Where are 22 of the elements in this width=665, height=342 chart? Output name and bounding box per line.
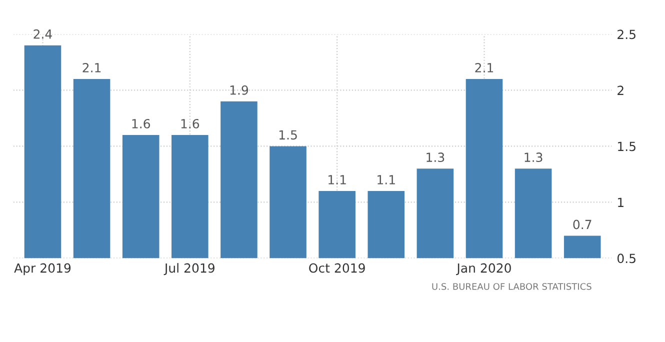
y-tick-label: 2 — [618, 86, 624, 95]
y-tick-label: 0.5 — [617, 254, 636, 264]
data-label: 1.3 — [524, 152, 542, 162]
data-label: 1.6 — [132, 118, 150, 128]
data-label: 1.1 — [328, 175, 346, 184]
data-label: 1.1 — [378, 175, 395, 184]
x-tick-label: Jul 2019 — [164, 263, 214, 276]
data-label: 2.4 — [34, 29, 52, 39]
data-label: 2.1 — [475, 62, 494, 72]
text: U.S. BUREAU OF LABOR STATISTICS — [432, 283, 592, 290]
data-label: 1.3 — [426, 152, 444, 162]
y-tick-label: 1.5 — [618, 142, 636, 152]
y-tick-label: 2.5 — [618, 30, 636, 40]
data-label: 1.9 — [230, 85, 248, 95]
y-tick-label: 1 — [618, 198, 624, 207]
data-label: 1.6 — [181, 118, 200, 128]
data-label: 0.7 — [573, 220, 592, 230]
x-tick-label: Oct 2019 — [309, 263, 365, 273]
x-tick-label: Jan 2020 — [456, 263, 511, 276]
x-tick-label: Apr 2019 — [14, 263, 71, 276]
data-label: 2.1 — [82, 62, 101, 72]
data-label: 1.5 — [279, 130, 297, 140]
